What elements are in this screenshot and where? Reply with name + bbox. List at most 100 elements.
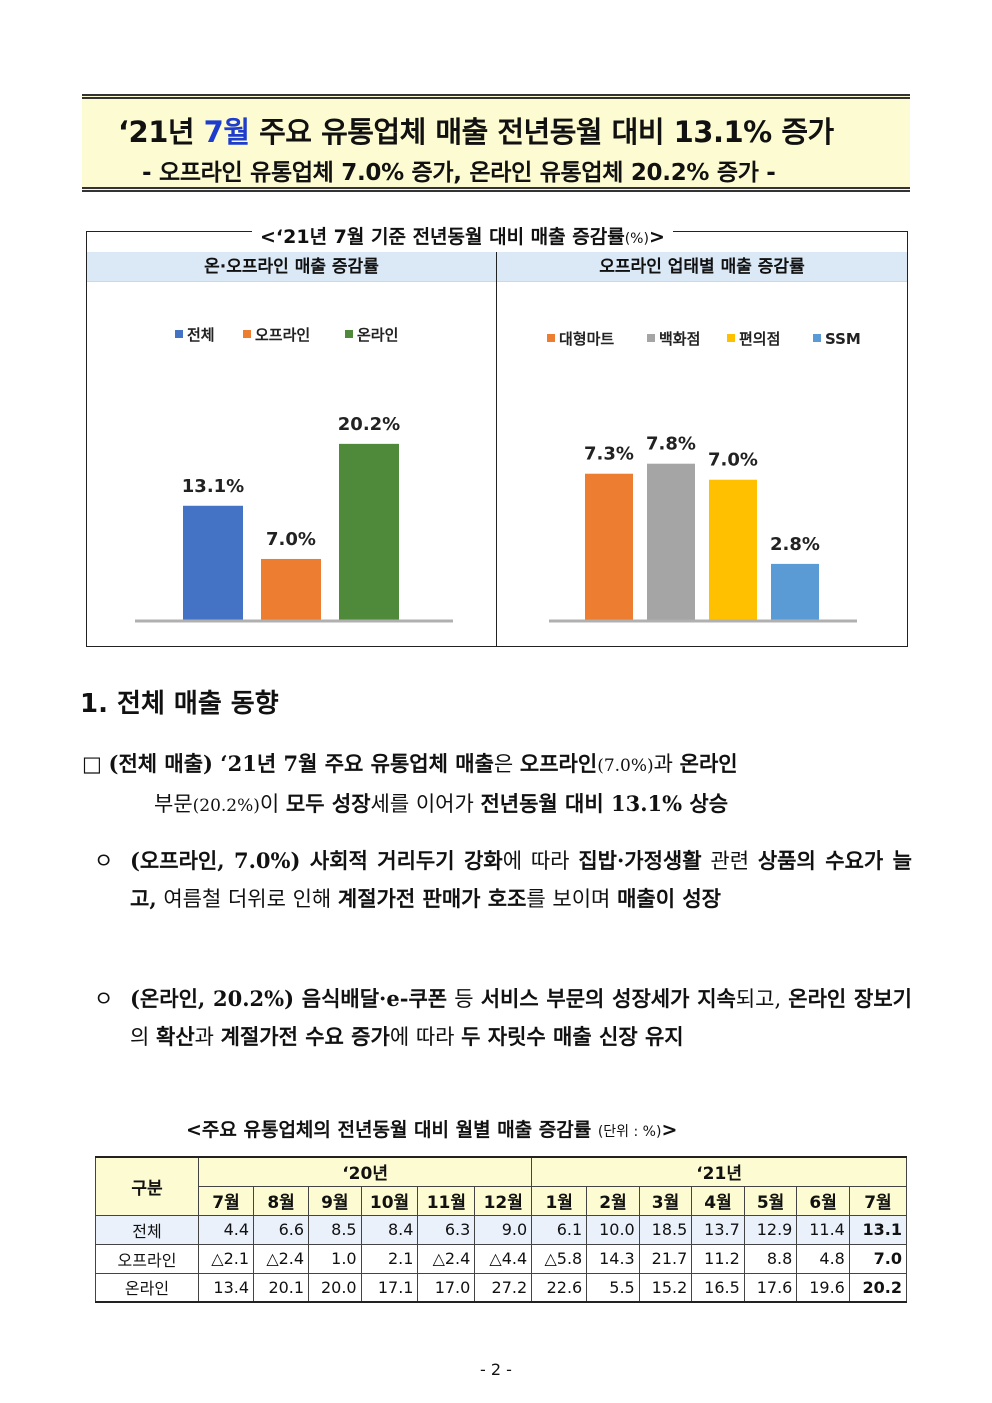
- paragraph-total: □ (전체 매출) ‘21년 7월 주요 유통업체 매출은 오프라인(7.0%)…: [82, 745, 912, 825]
- p3-bold-a: (온라인, 20.2%) 음식배달·e-쿠폰: [130, 986, 448, 1011]
- data-label: 2.8%: [770, 534, 820, 555]
- p3-bold-i: 계절가전 수요 증가: [220, 1024, 390, 1049]
- table-month-header: 9월: [308, 1185, 362, 1216]
- p3-text-d: 되고,: [735, 987, 789, 1011]
- page-number: - 2 -: [480, 1360, 512, 1379]
- table-month-header: 12월: [474, 1185, 533, 1216]
- p1-bold-a: (전체 매출) ‘21년 7월 주요 유통업체 매출: [108, 751, 494, 776]
- p1-bold-f: 온라인: [679, 751, 738, 776]
- table-cell: 14.3: [586, 1243, 640, 1274]
- data-label: 7.8%: [646, 434, 696, 455]
- bullet-marker: ㅇ: [94, 849, 114, 873]
- table-cell: 1.0: [308, 1243, 362, 1274]
- table-row-label: 전체: [95, 1214, 199, 1245]
- chart-offline-formats: 대형마트 백화점 편의점 SSM 7.3% 7.8% 7.0% 2.8%: [547, 330, 861, 623]
- title-highlight: 7월: [203, 115, 250, 149]
- table-cell: △4.4: [474, 1243, 533, 1274]
- table-month-header: 11월: [417, 1185, 476, 1216]
- table-year-2020: ‘20년: [197, 1156, 533, 1187]
- p1-num-d: (7.0%): [597, 756, 654, 776]
- table-cell: 21.7: [638, 1243, 693, 1274]
- p1-num-h: (20.2%): [192, 796, 260, 816]
- table-cell: 6.3: [417, 1214, 476, 1245]
- page-title: ‘21년 7월 주요 유통업체 매출 전년동월 대비 13.1% 증가: [118, 109, 908, 151]
- legend-label: 온라인: [357, 326, 398, 344]
- p1-text-g: 부문: [154, 792, 193, 816]
- p2-text-b: 에 따라: [502, 849, 579, 873]
- table-cell: 13.1: [848, 1214, 908, 1245]
- chart-caption-unit: (%): [624, 231, 649, 247]
- data-label: 13.1%: [182, 476, 244, 497]
- table-cell: 15.2: [638, 1272, 693, 1303]
- p3-bold-e: 온라인 장보기: [788, 986, 912, 1011]
- legend-swatch: [345, 330, 353, 338]
- table-cell: 6.6: [253, 1214, 310, 1245]
- chart-bar: [647, 463, 695, 620]
- page-subtitle: - 오프라인 유통업체 7.0% 증가, 온라인 유통업체 20.2% 증가 -: [142, 160, 776, 186]
- paragraph-offline: ㅇ (오프라인, 7.0%) 사회적 거리두기 강화에 따라 집밥·가정생활 관…: [94, 842, 912, 918]
- table-month-header: 7월: [848, 1185, 908, 1216]
- title-text-1: ‘21년: [118, 115, 204, 149]
- table-month-header: 1월: [531, 1185, 588, 1216]
- p2-bold-e: 상품의 수요가 늘고,: [130, 848, 913, 911]
- title-box: ‘21년 7월 주요 유통업체 매출 전년동월 대비 13.1% 증가 - 오프…: [82, 94, 910, 192]
- p3-text-j: 에 따라: [389, 1025, 462, 1049]
- table-cell: 6.1: [531, 1214, 588, 1245]
- chart-bar: [339, 443, 399, 620]
- chart-bar: [183, 505, 243, 620]
- table-cell: 7.0: [848, 1243, 908, 1274]
- p3-text-b: 등: [447, 987, 481, 1011]
- table-month-row: 7월 8월 9월 10월 11월 12월 1월 2월 3월 4월 5월 6월 7월: [96, 1185, 908, 1216]
- table-cell: 12.9: [743, 1214, 798, 1245]
- p2-bold-i: 매출이 성장: [617, 886, 721, 911]
- table-row: 오프라인 △2.1 △2.4 1.0 2.1 △2.4 △4.4 △5.8 14.3 21.7 11…: [95, 1243, 908, 1274]
- table-cell: 8.5: [308, 1214, 362, 1245]
- table-cell: 17.0: [417, 1272, 476, 1303]
- chart-bar: [261, 558, 321, 620]
- table-cell: 2.1: [360, 1243, 419, 1274]
- table-month-header: 4월: [691, 1185, 745, 1216]
- table-cell: △2.1: [197, 1243, 255, 1274]
- chart-caption: <‘21년 7월 기준 전년동월 대비 매출 증감률(%)>: [252, 222, 673, 249]
- p2-bold-a: (오프라인, 7.0%) 사회적 거리두기 강화: [130, 848, 503, 873]
- table-month-header: 2월: [586, 1185, 640, 1216]
- p1-text-i: 이: [259, 792, 286, 816]
- p3-text-f: 의: [130, 1025, 156, 1049]
- table-cell: 18.5: [638, 1214, 693, 1245]
- table-month-header: 5월: [743, 1185, 798, 1216]
- p1-text-k: 세를 이어가: [370, 792, 481, 816]
- table-cell: 17.6: [743, 1272, 798, 1303]
- p1-text-e: 과: [653, 752, 680, 776]
- table-month-header: 3월: [638, 1185, 693, 1216]
- legend-label: 대형마트: [559, 330, 614, 348]
- legend-swatch: [547, 334, 555, 342]
- table-cell: 16.5: [691, 1272, 745, 1303]
- p3-bold-g: 확산: [156, 1024, 195, 1049]
- table-cell: △5.8: [531, 1243, 588, 1274]
- data-label: 20.2%: [338, 414, 400, 435]
- table-caption: <주요 유통업체의 전년동월 대비 월별 매출 증감률 (단위 : %)>: [186, 1115, 677, 1142]
- table-cell: 11.4: [796, 1214, 850, 1245]
- table-cell: 27.2: [474, 1272, 533, 1303]
- table-cell: 20.0: [308, 1272, 362, 1303]
- table-row-label: 온라인: [95, 1272, 199, 1303]
- table-cell: 9.0: [474, 1214, 533, 1245]
- table-caption-text: <주요 유통업체의 전년동월 대비 월별 매출 증감률: [186, 1119, 598, 1141]
- table-corner-header: 구분: [95, 1156, 199, 1216]
- table-cell: 5.5: [586, 1272, 640, 1303]
- chart-caption-close: >: [648, 226, 665, 248]
- table-cell: 4.4: [197, 1214, 255, 1245]
- bullet-marker: ㅇ: [94, 987, 114, 1011]
- legend-swatch: [175, 330, 183, 338]
- p1-bold-j: 모두 성장: [285, 791, 371, 816]
- legend-label: 편의점: [739, 330, 780, 348]
- chart-frame: 온·오프라인 매출 증감률 전체 오프라인 온라인 13.1% 7.0% 20.2% 오프…: [86, 231, 908, 647]
- table-cell: 22.6: [531, 1272, 588, 1303]
- p1-bold-l: 전년동월 대비 13.1% 상승: [480, 791, 729, 816]
- table-year-2021: ‘21년: [531, 1156, 907, 1187]
- table-cell: 19.6: [796, 1272, 850, 1303]
- table-cell: 11.2: [691, 1243, 745, 1274]
- chart-panel-left: 온·오프라인 매출 증감률 전체 오프라인 온라인 13.1% 7.0% 20.2%: [87, 252, 497, 646]
- legend-label: SSM: [825, 330, 861, 348]
- p3-bold-k: 두 자릿수 매출 신장 유지: [461, 1024, 684, 1049]
